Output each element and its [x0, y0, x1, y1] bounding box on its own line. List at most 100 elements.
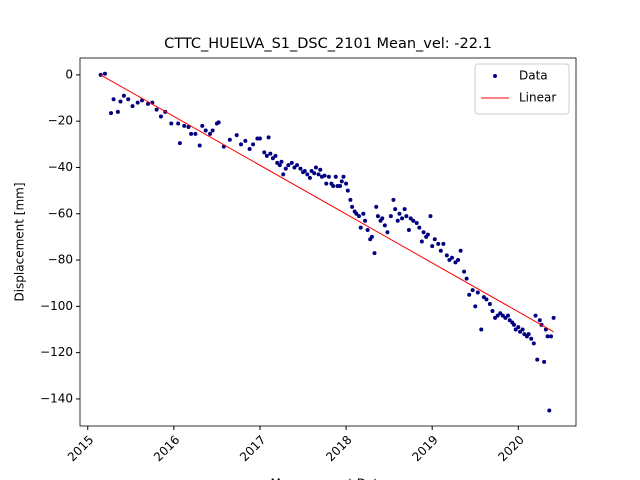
data-point: [208, 131, 213, 136]
data-point: [275, 160, 280, 165]
data-point: [549, 334, 554, 339]
data-point: [289, 160, 294, 165]
data-point: [247, 146, 252, 151]
data-point: [432, 237, 437, 242]
data-point: [375, 214, 380, 219]
data-point: [444, 253, 449, 258]
y-tick-label: −40: [48, 160, 73, 174]
y-tick-label: −80: [48, 253, 73, 267]
data-point: [537, 318, 542, 323]
data-point: [234, 133, 239, 138]
data-point: [512, 322, 516, 327]
data-point: [428, 214, 433, 219]
legend-label: Linear: [519, 91, 556, 105]
y-tick-label: −100: [40, 299, 73, 313]
y-tick-label: −20: [48, 114, 73, 128]
data-point: [257, 136, 262, 141]
data-point: [385, 230, 390, 235]
data-point: [513, 327, 518, 332]
data-point: [414, 221, 419, 226]
data-point: [322, 173, 327, 178]
data-point: [380, 216, 385, 221]
data-point: [126, 97, 131, 102]
data-point: [121, 93, 126, 98]
legend-marker: [493, 74, 497, 78]
data-point: [453, 260, 458, 265]
data-point: [298, 166, 303, 171]
data-point: [326, 174, 331, 179]
data-point: [495, 313, 500, 318]
data-point: [262, 150, 267, 155]
legend-box: [474, 63, 570, 115]
data-point: [408, 216, 413, 221]
data-point: [363, 218, 368, 223]
data-point: [286, 163, 291, 168]
data-point: [109, 111, 113, 116]
data-point: [374, 204, 379, 209]
data-point: [339, 179, 344, 184]
data-point: [111, 97, 116, 102]
data-point: [487, 302, 492, 307]
data-point: [361, 211, 366, 216]
data-point: [312, 171, 317, 176]
data-point: [493, 315, 498, 320]
data-point: [344, 181, 349, 186]
data-point: [348, 197, 353, 202]
data-point: [302, 168, 307, 173]
data-point: [365, 227, 370, 232]
data-point: [177, 141, 182, 146]
data-point: [507, 318, 512, 323]
data-point: [400, 216, 405, 221]
data-point: [522, 332, 527, 337]
data-point: [135, 100, 140, 105]
data-point: [176, 121, 181, 126]
data-point: [350, 204, 355, 209]
fit-line: [100, 74, 554, 333]
data-point: [130, 104, 135, 109]
data-point: [393, 207, 398, 212]
data-point: [481, 295, 486, 300]
data-point: [341, 174, 346, 179]
data-point: [182, 123, 187, 128]
data-point: [324, 181, 329, 186]
y-tick-label: −140: [40, 391, 73, 405]
data-point: [395, 218, 400, 223]
data-point: [268, 151, 273, 156]
data-point: [542, 359, 547, 364]
data-point: [518, 329, 523, 334]
data-point: [307, 175, 312, 180]
data-point: [479, 327, 484, 332]
data-point: [547, 408, 552, 413]
data-point: [425, 232, 430, 237]
data-point: [200, 123, 205, 128]
y-tick-label: −60: [48, 206, 73, 220]
data-point: [331, 183, 336, 188]
data-point: [462, 269, 467, 274]
data-point: [382, 223, 387, 228]
data-point: [402, 207, 407, 212]
data-point: [500, 313, 505, 318]
data-point: [447, 258, 452, 263]
data-point: [397, 211, 402, 216]
data-point: [305, 172, 310, 177]
data-point: [357, 214, 361, 219]
data-point: [281, 172, 286, 177]
y-axis-label: Displacement [mm]: [13, 182, 27, 301]
data-point: [169, 121, 174, 126]
data-point: [450, 255, 454, 260]
data-point: [273, 153, 278, 158]
data-point: [551, 315, 556, 320]
data-point: [154, 107, 159, 112]
data-point: [470, 288, 475, 293]
data-point: [316, 172, 321, 177]
data-point: [419, 239, 424, 244]
data-point: [438, 248, 443, 253]
data-point: [345, 188, 350, 193]
data-point: [503, 315, 508, 320]
data-point: [372, 251, 377, 256]
data-point: [358, 225, 363, 230]
data-point: [531, 341, 536, 346]
data-point: [369, 234, 374, 239]
data-point: [295, 163, 299, 168]
